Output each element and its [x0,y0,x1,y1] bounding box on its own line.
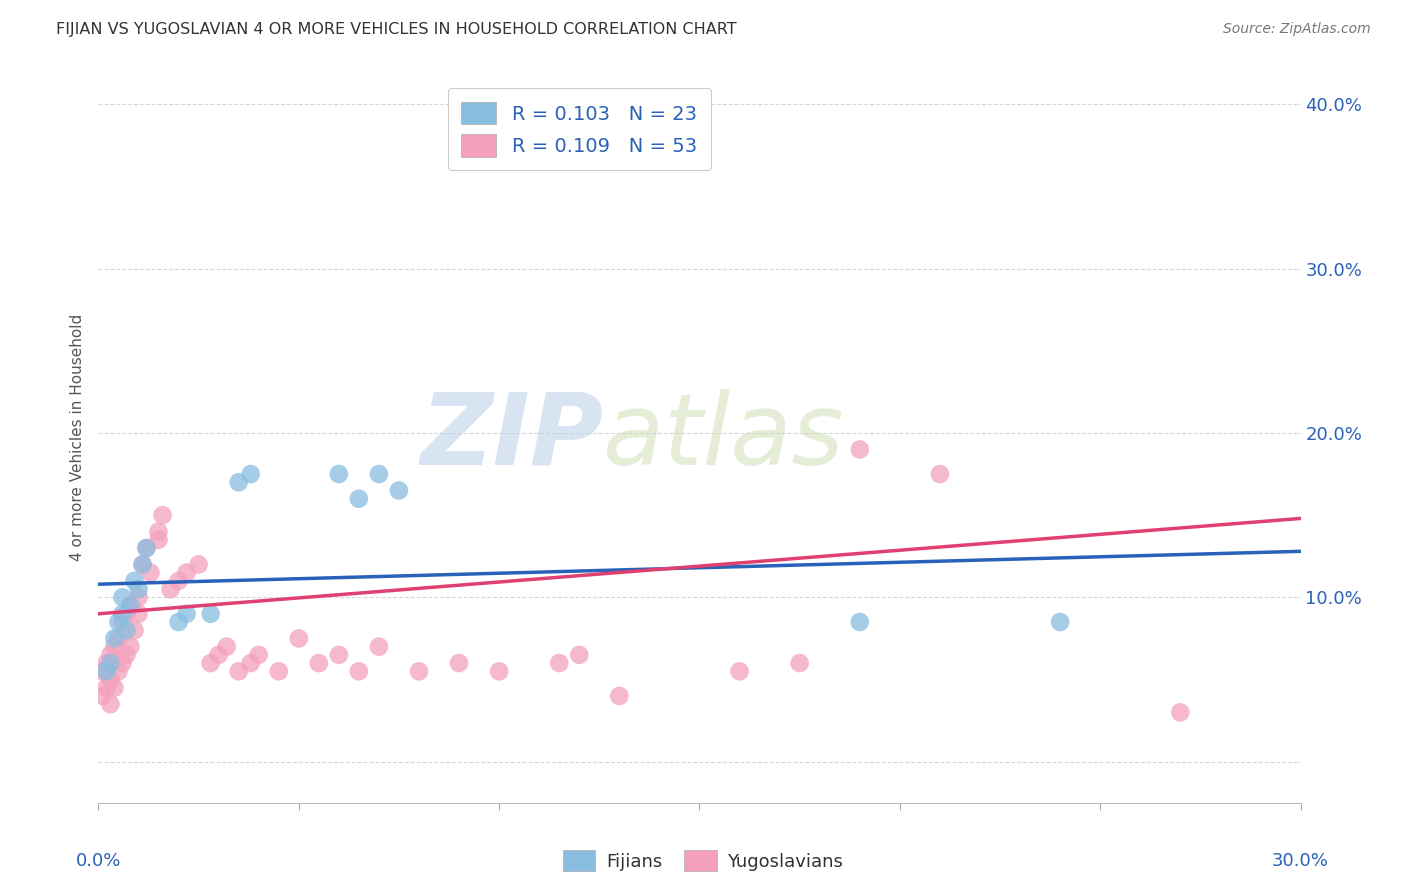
Point [408,665,430,679]
Point [176,607,198,621]
Point [103,681,125,695]
Point [107,615,129,629]
Text: FIJIAN VS YUGOSLAVIAN 4 OR MORE VEHICLES IN HOUSEHOLD CORRELATION CHART: FIJIAN VS YUGOSLAVIAN 4 OR MORE VEHICLES… [56,22,737,37]
Point [288,632,311,646]
Point [131,558,153,572]
Point [96,681,118,695]
Point [368,640,391,654]
Text: ZIP: ZIP [420,389,603,485]
Point [139,566,162,580]
Point [228,665,250,679]
Point [447,656,470,670]
Point [200,656,222,670]
Point [187,558,209,572]
Point [215,640,238,654]
Point [124,624,146,638]
Y-axis label: 4 or more Vehicles in Household: 4 or more Vehicles in Household [70,313,86,561]
Point [789,656,811,670]
Point [100,673,122,687]
Point [91,689,114,703]
Text: 30.0%: 30.0% [1272,852,1329,870]
Point [167,615,190,629]
Legend: Fijians, Yugoslavians: Fijians, Yugoslavians [555,843,851,879]
Legend: R = 0.103   N = 23, R = 0.109   N = 53: R = 0.103 N = 23, R = 0.109 N = 53 [449,88,710,170]
Text: atlas: atlas [603,389,845,485]
Point [103,632,125,646]
Point [609,689,631,703]
Point [148,524,170,539]
Point [208,648,231,662]
Point [247,648,270,662]
Point [91,665,114,679]
Point [120,599,142,613]
Point [849,442,872,457]
Point [200,607,222,621]
Text: Source: ZipAtlas.com: Source: ZipAtlas.com [1223,22,1371,37]
Point [100,648,122,662]
Point [128,582,150,596]
Point [488,665,510,679]
Point [1170,706,1192,720]
Point [728,665,751,679]
Point [308,656,330,670]
Point [115,648,138,662]
Point [239,656,262,670]
Point [347,491,370,506]
Point [159,582,181,596]
Point [368,467,391,481]
Point [115,607,138,621]
Point [111,615,134,629]
Point [128,591,150,605]
Point [328,467,350,481]
Point [328,648,350,662]
Point [128,607,150,621]
Point [111,591,134,605]
Point [135,541,157,555]
Point [107,665,129,679]
Point [148,533,170,547]
Point [96,665,118,679]
Point [100,697,122,711]
Point [103,640,125,654]
Point [135,541,157,555]
Point [929,467,952,481]
Point [111,656,134,670]
Point [120,640,142,654]
Point [152,508,174,523]
Point [239,467,262,481]
Point [115,624,138,638]
Point [124,574,146,588]
Point [100,656,122,670]
Point [228,475,250,490]
Point [120,599,142,613]
Point [388,483,411,498]
Point [568,648,591,662]
Point [107,632,129,646]
Point [111,607,134,621]
Point [267,665,290,679]
Point [548,656,571,670]
Point [1049,615,1071,629]
Point [96,656,118,670]
Point [167,574,190,588]
Point [176,566,198,580]
Point [347,665,370,679]
Text: 0.0%: 0.0% [76,852,121,870]
Point [849,615,872,629]
Point [131,558,153,572]
